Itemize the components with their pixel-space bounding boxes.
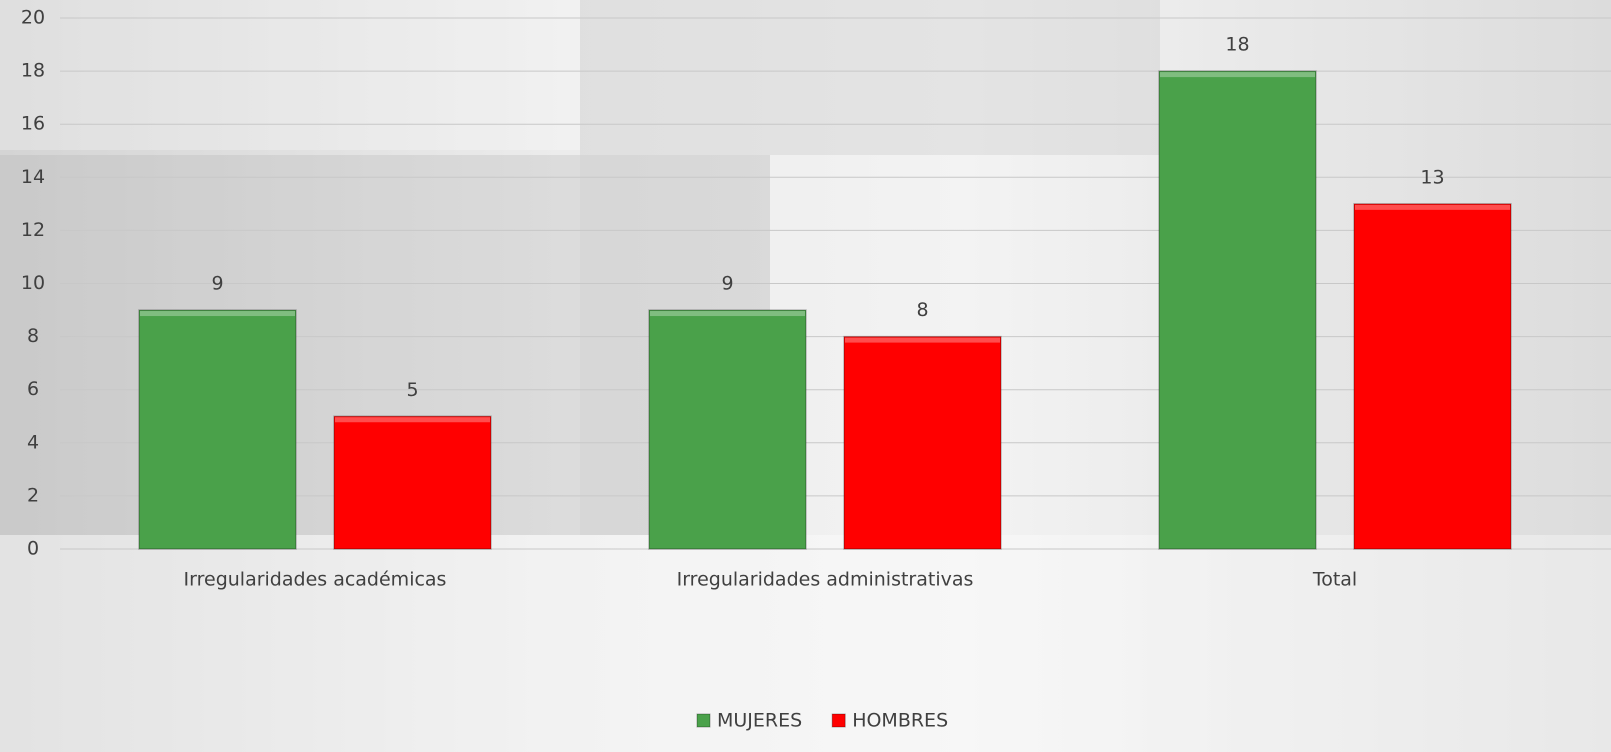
legend-label: MUJERES [717,710,802,732]
bar-bevel [1160,72,1315,78]
data-label: 9 [721,273,733,295]
data-label: 9 [211,273,223,295]
legend-swatch [696,713,711,728]
legend-label: HOMBRES [852,710,948,732]
bar-bevel [335,417,490,423]
bar [333,415,492,550]
y-tick-label: 2 [27,484,39,506]
bar [843,335,1002,550]
y-tick-label: 14 [21,166,45,188]
bar-bevel [1355,204,1510,210]
data-label: 8 [916,299,928,321]
bar [138,309,297,550]
y-tick-label: 10 [21,272,45,294]
y-tick-label: 0 [27,538,39,560]
y-tick-label: 8 [27,325,39,347]
x-tick-label: Total [1312,569,1357,591]
background-photo [0,0,580,150]
data-label: 13 [1420,166,1444,188]
y-tick-label: 20 [21,7,45,29]
bar [1353,203,1512,550]
bar [1158,70,1317,550]
y-tick-label: 12 [21,219,45,241]
data-label: 5 [406,379,418,401]
data-label: 18 [1225,34,1249,56]
y-tick-label: 18 [21,60,45,82]
legend-swatch [831,713,846,728]
background-photo [0,535,1611,752]
x-tick-label: Irregularidades administrativas [677,569,974,591]
background-photo [580,0,1160,155]
x-tick-label: Irregularidades académicas [184,569,447,591]
y-tick-label: 4 [27,431,39,453]
bar-bevel [650,311,805,317]
bar [648,309,807,550]
y-tick-label: 16 [21,113,45,135]
bar-bevel [845,337,1000,343]
bar-bevel [140,311,295,317]
y-tick-label: 6 [27,378,39,400]
